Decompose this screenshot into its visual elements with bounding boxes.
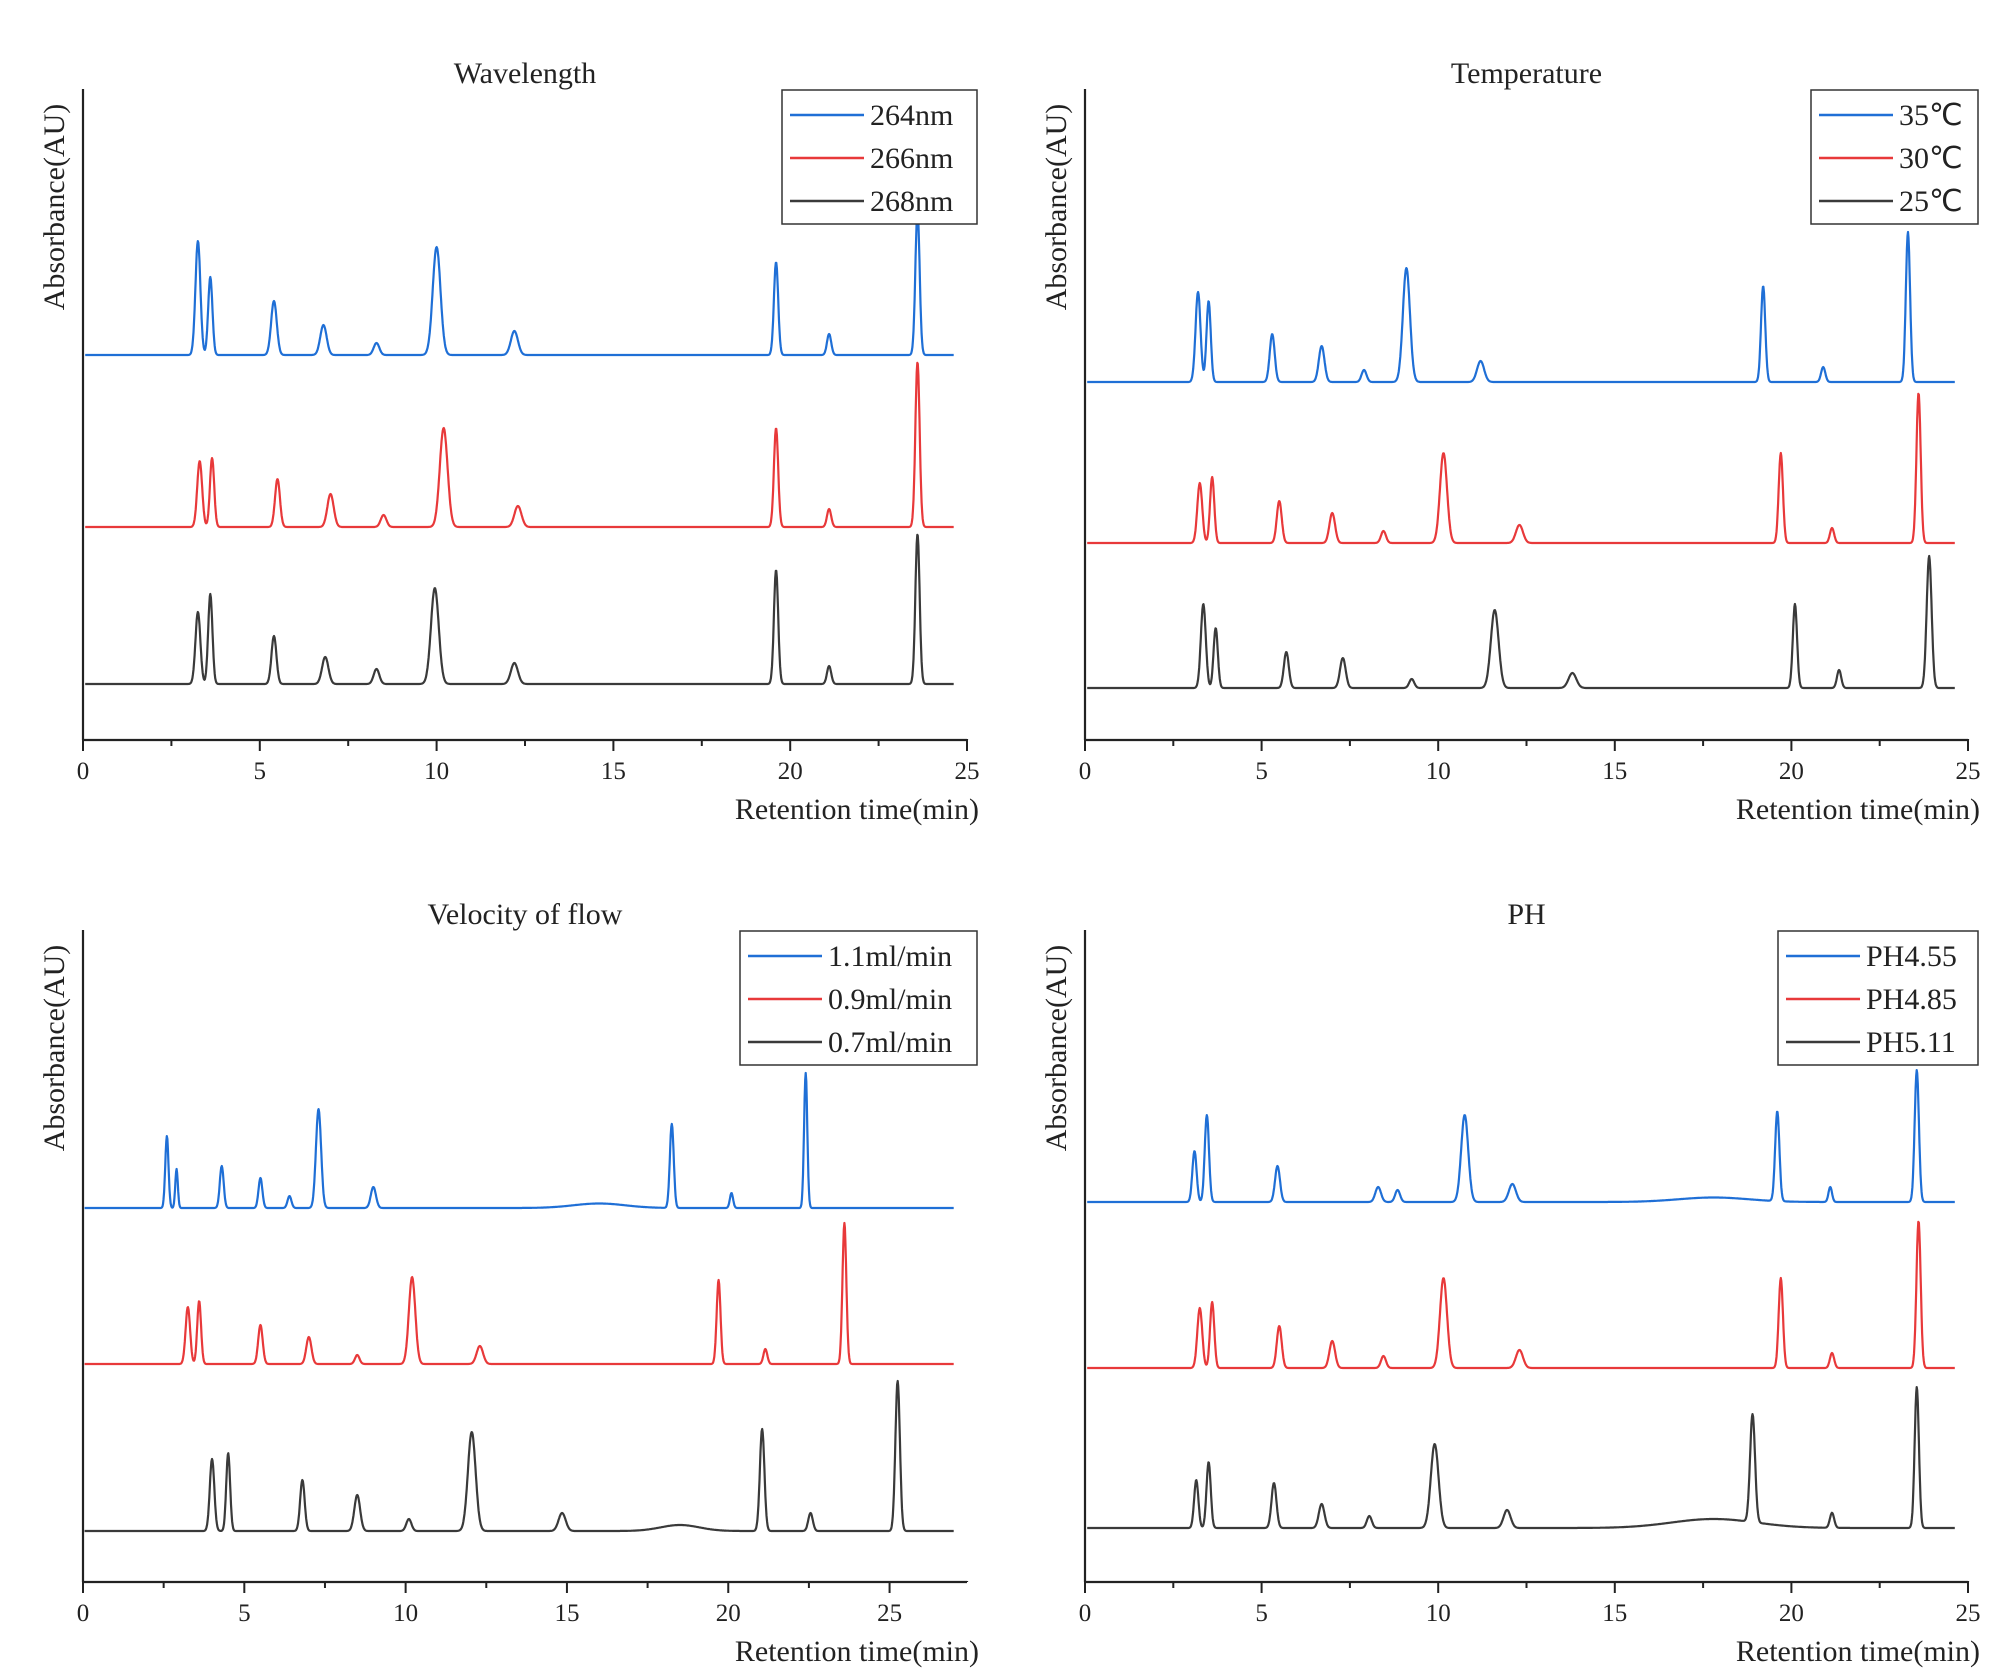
x-tick-label: 5 — [1255, 758, 1268, 785]
series-line-1 — [84, 1071, 955, 1210]
series-line-2 — [1086, 1220, 1956, 1370]
series-line-3 — [1086, 1386, 1956, 1530]
x-tick-label: 15 — [554, 1600, 579, 1627]
chart-panel-3: 0 5 10 15 20 25 Velocity of flow Retention time… — [38, 898, 979, 1668]
x-tick-label: 10 — [393, 1600, 418, 1627]
legend-label: 268nm — [870, 185, 953, 218]
legend: 35℃ 30℃ 25℃ — [1810, 89, 1979, 225]
y-axis-label: Absorbance(AU) — [38, 104, 71, 311]
legend-label: 1.1ml/min — [828, 940, 952, 973]
series-line-1 — [1086, 230, 1956, 384]
x-tick-label: 20 — [1779, 758, 1804, 785]
x-tick-label: 10 — [424, 758, 449, 785]
legend-label: 0.9ml/min — [828, 983, 952, 1016]
x-tick-label: 0 — [77, 758, 90, 785]
x-tick-label: 5 — [254, 758, 267, 785]
legend-label: PH4.55 — [1866, 940, 1957, 973]
x-axis-label: Retention time(min) — [1736, 793, 1980, 826]
x-tick-label: 20 — [778, 758, 803, 785]
x-axis-label: Retention time(min) — [735, 793, 979, 826]
x-tick-label: 25 — [955, 758, 980, 785]
legend-label: 0.7ml/min — [828, 1026, 952, 1059]
series-line-2 — [1086, 392, 1956, 545]
legend-label: 30℃ — [1899, 142, 1963, 175]
x-tick-label: 20 — [716, 1600, 741, 1627]
series-line-3 — [84, 533, 955, 686]
x-tick-label: 5 — [238, 1600, 251, 1627]
chart-title: Temperature — [1451, 57, 1602, 90]
x-tick-label: 0 — [1079, 1600, 1092, 1627]
x-tick-label: 25 — [1956, 1600, 1981, 1627]
legend: 264nm 266nm 268nm — [781, 89, 978, 225]
legend-label: 35℃ — [1899, 99, 1963, 132]
series-line-3 — [84, 1379, 955, 1533]
y-axis-label: Absorbance(AU) — [1040, 945, 1073, 1152]
chart-panel-1: 0 5 10 15 20 25 Wavelength Retention time(min) A… — [38, 57, 980, 826]
legend: PH4.55 PH4.85 PH5.11 — [1777, 930, 1979, 1066]
x-tick-label: 15 — [601, 758, 626, 785]
legend-label: PH4.85 — [1866, 983, 1957, 1016]
chart-title: Velocity of flow — [428, 898, 623, 931]
legend: 1.1ml/min 0.9ml/min 0.7ml/min — [739, 930, 978, 1066]
x-tick-label: 5 — [1255, 1600, 1268, 1627]
x-tick-label: 20 — [1779, 1600, 1804, 1627]
legend-label: 266nm — [870, 142, 953, 175]
x-axis-label: Retention time(min) — [1736, 1635, 1980, 1668]
x-tick-label: 10 — [1426, 758, 1451, 785]
chart-title: Wavelength — [454, 57, 597, 90]
series-line-2 — [84, 361, 955, 529]
x-tick-label: 25 — [877, 1600, 902, 1627]
series-line-2 — [84, 1221, 955, 1366]
x-tick-label: 25 — [1956, 758, 1981, 785]
chart-title: PH — [1507, 898, 1545, 931]
y-axis-label: Absorbance(AU) — [1040, 104, 1073, 311]
legend-label: PH5.11 — [1866, 1026, 1956, 1059]
x-tick-label: 0 — [77, 1600, 90, 1627]
x-axis-label: Retention time(min) — [735, 1635, 979, 1668]
x-tick-label: 0 — [1079, 758, 1092, 785]
series-line-3 — [1086, 554, 1956, 690]
chart-panel-4: 0 5 10 15 20 25 PH Retention time(min) Absorbanc… — [1040, 898, 1981, 1668]
x-tick-label: 10 — [1426, 1600, 1451, 1627]
x-tick-label: 15 — [1602, 1600, 1627, 1627]
x-tick-label: 15 — [1602, 758, 1627, 785]
legend-label: 264nm — [870, 99, 953, 132]
series-line-1 — [1086, 1069, 1956, 1204]
series-line-1 — [84, 210, 955, 357]
chart-panel-2: 0 5 10 15 20 25 Temperature Retention time(min)… — [1040, 57, 1981, 826]
legend-label: 25℃ — [1899, 185, 1963, 218]
y-axis-label: Absorbance(AU) — [38, 945, 71, 1152]
